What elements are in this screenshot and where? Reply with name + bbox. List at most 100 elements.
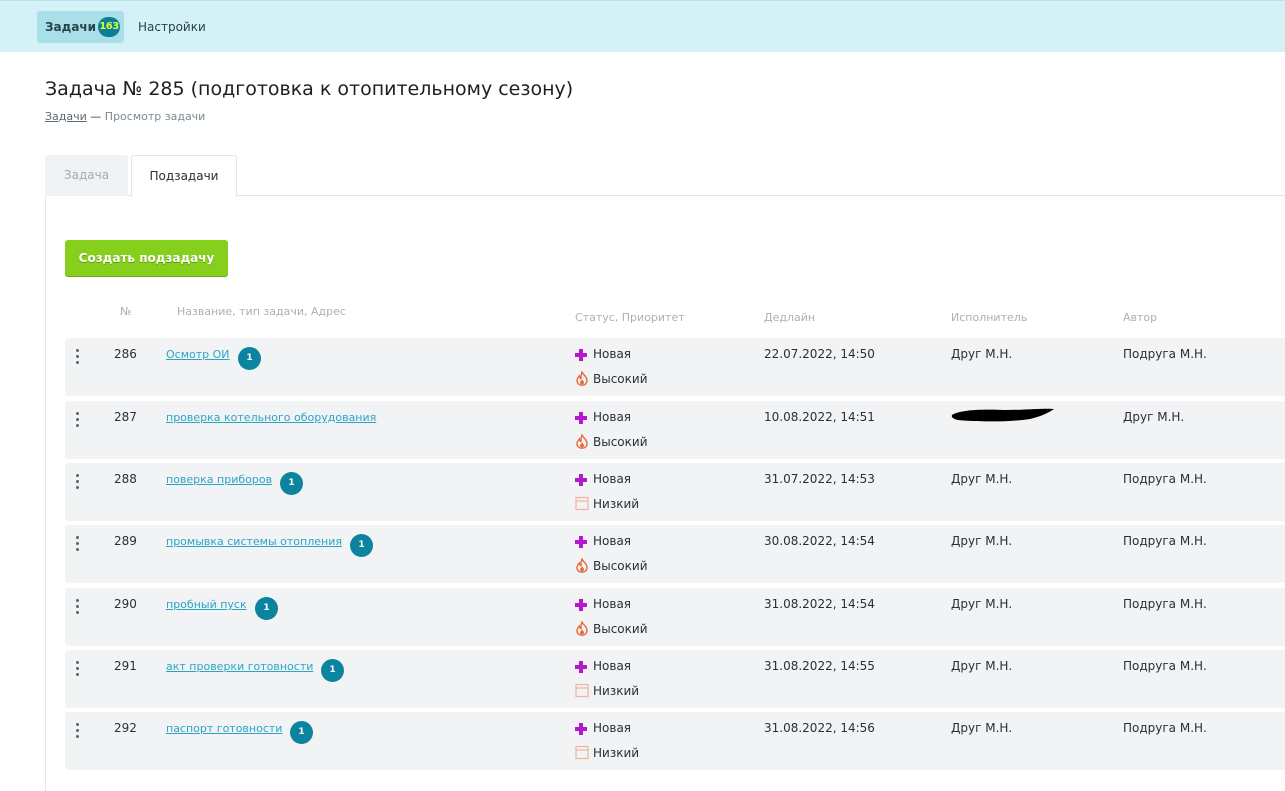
nav-tab-tasks-label: Задачи [45, 20, 97, 34]
deadline-value: 31.08.2022, 14:56 [764, 721, 875, 735]
plus-icon [575, 349, 587, 361]
column-header-status: Статус, Приоритет [575, 311, 685, 324]
fire-icon [575, 369, 589, 386]
comment-count-badge: 1 [290, 721, 313, 744]
deadline-value: 30.08.2022, 14:54 [764, 534, 875, 548]
status-label: Новая [593, 410, 632, 424]
breadcrumb-current: Просмотр задачи [104, 110, 206, 123]
breadcrumb-link-tasks[interactable]: Задачи [45, 110, 87, 123]
table-row: 289 промывка системы отопления 1 Новая Высок… [65, 525, 1285, 583]
priority-label: Высокий [593, 372, 648, 386]
plus-icon [575, 536, 587, 548]
row-menu-icon[interactable] [75, 474, 81, 490]
row-number: 290 [114, 597, 137, 611]
status-label: Новая [593, 659, 632, 673]
executor-value: Друг М.Н. [951, 472, 1013, 486]
deadline-value: 22.07.2022, 14:50 [764, 347, 875, 361]
subtask-link[interactable]: Осмотр ОИ [166, 348, 230, 361]
table-row: 287 проверка котельного оборудования Новая… [65, 401, 1285, 459]
status-label: Новая [593, 347, 632, 361]
row-menu-icon[interactable] [75, 412, 81, 428]
subtask-link[interactable]: поверка приборов [166, 473, 273, 486]
subtask-link[interactable]: акт проверки готовности [166, 660, 314, 673]
row-number: 286 [114, 347, 137, 361]
comment-count-badge: 1 [350, 534, 373, 557]
fire-icon [575, 432, 589, 449]
plus-icon [575, 599, 587, 611]
row-number: 292 [114, 721, 137, 735]
comment-count-badge: 1 [255, 597, 278, 620]
top-nav-bar: Задачи 163 Настройки [0, 0, 1285, 52]
row-menu-icon[interactable] [75, 599, 81, 615]
subtask-link[interactable]: проверка котельного оборудования [166, 411, 377, 424]
row-number: 288 [114, 472, 137, 486]
author-value: Подруга М.Н. [1123, 347, 1207, 361]
priority-label: Низкий [593, 684, 640, 698]
plus-icon [575, 661, 587, 673]
row-number: 291 [114, 659, 137, 673]
priority-label: Высокий [593, 622, 648, 636]
deadline-value: 31.07.2022, 14:53 [764, 472, 875, 486]
row-menu-icon[interactable] [75, 661, 81, 677]
subtask-link[interactable]: пробный пуск [166, 598, 247, 611]
author-value: Подруга М.Н. [1123, 472, 1207, 486]
create-subtask-button[interactable]: Создать подзадачу [65, 240, 228, 276]
status-label: Новая [593, 534, 632, 548]
executor-value: Друг М.Н. [951, 597, 1013, 611]
deadline-value: 10.08.2022, 14:51 [764, 410, 875, 424]
priority-label: Низкий [593, 497, 640, 511]
comment-count-badge: 1 [280, 472, 303, 495]
plus-icon [575, 474, 587, 486]
tab-task[interactable]: Задача [45, 155, 128, 196]
breadcrumb: Задачи — Просмотр задачи [45, 110, 205, 123]
status-label: Новая [593, 721, 632, 735]
content-panel [45, 195, 1285, 791]
column-header-executor: Исполнитель [951, 311, 1028, 324]
comment-count-badge: 1 [321, 659, 344, 682]
plus-icon [575, 723, 587, 735]
table-row: 292 паспорт готовности 1 Новая Низкий 31.08.2… [65, 712, 1285, 770]
deadline-value: 31.08.2022, 14:55 [764, 659, 875, 673]
priority-label: Высокий [593, 435, 648, 449]
fire-icon [575, 556, 589, 573]
redacted-executor [950, 407, 1055, 423]
row-number: 287 [114, 410, 137, 424]
deadline-value: 31.08.2022, 14:54 [764, 597, 875, 611]
table-row: 291 акт проверки готовности 1 Новая Низкий 31… [65, 650, 1285, 708]
tab-subtasks[interactable]: Подзадачи [131, 155, 237, 197]
author-value: Друг М.Н. [1123, 410, 1185, 424]
row-menu-icon[interactable] [75, 536, 81, 552]
priority-label: Высокий [593, 559, 648, 573]
comment-count-badge: 1 [238, 347, 261, 370]
table-row: 288 поверка приборов 1 Новая Низкий 31.07.202… [65, 463, 1285, 521]
row-menu-icon[interactable] [75, 723, 81, 739]
plus-icon [575, 412, 587, 424]
column-header-deadline: Дедлайн [764, 311, 816, 324]
row-number: 289 [114, 534, 137, 548]
author-value: Подруга М.Н. [1123, 659, 1207, 673]
column-header-name: Название, тип задачи, Адрес [177, 305, 346, 318]
column-header-author: Автор [1123, 311, 1158, 324]
tasks-count-badge: 163 [98, 17, 120, 37]
status-label: Новая [593, 597, 632, 611]
author-value: Подруга М.Н. [1123, 721, 1207, 735]
table-row: 290 пробный пуск 1 Новая Высокий 31.08.2022, … [65, 588, 1285, 646]
subtask-link[interactable]: паспорт готовности [166, 722, 283, 735]
executor-value: Друг М.Н. [951, 659, 1013, 673]
box-icon [575, 496, 589, 511]
nav-tab-tasks[interactable]: Задачи 163 [37, 11, 124, 43]
row-menu-icon[interactable] [75, 349, 81, 365]
nav-tab-settings[interactable]: Настройки [138, 20, 206, 34]
table-row: 286 Осмотр ОИ 1 Новая Высокий 22.07.2022, 14:… [65, 338, 1285, 396]
page-title: Задача № 285 (подготовка к отопительному… [45, 78, 574, 100]
subtask-link[interactable]: промывка системы отопления [166, 535, 342, 548]
status-label: Новая [593, 472, 632, 486]
column-header-num: № [120, 305, 132, 318]
author-value: Подруга М.Н. [1123, 597, 1207, 611]
executor-value: Друг М.Н. [951, 721, 1013, 735]
author-value: Подруга М.Н. [1123, 534, 1207, 548]
executor-value: Друг М.Н. [951, 534, 1013, 548]
breadcrumb-separator: — [90, 110, 102, 123]
box-icon [575, 745, 589, 760]
box-icon [575, 683, 589, 698]
